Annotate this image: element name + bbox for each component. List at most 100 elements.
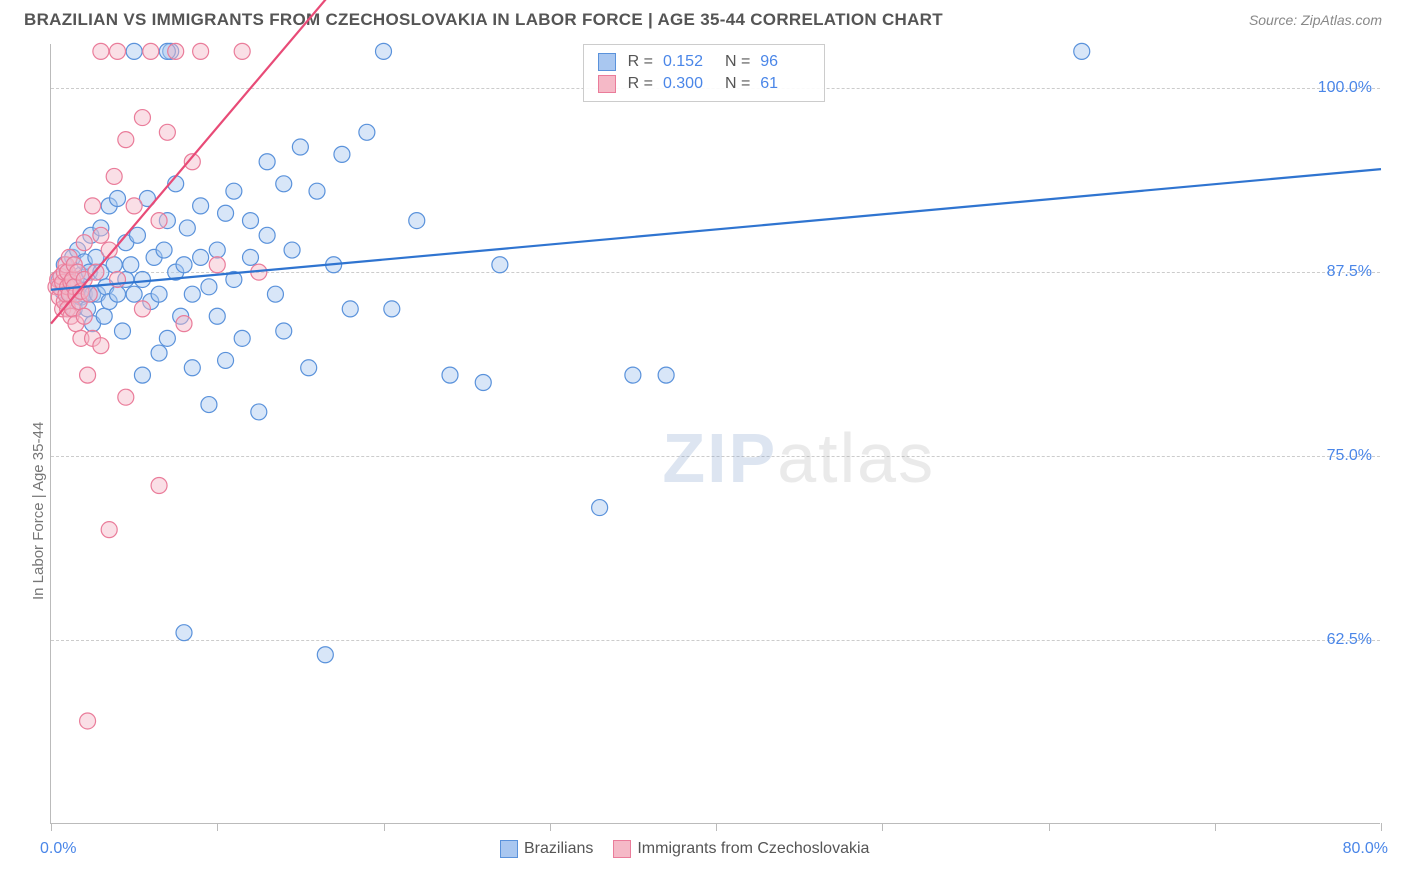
data-point bbox=[243, 249, 259, 265]
data-point bbox=[209, 242, 225, 258]
data-point bbox=[201, 279, 217, 295]
data-point bbox=[85, 198, 101, 214]
data-point bbox=[93, 338, 109, 354]
data-point bbox=[376, 43, 392, 59]
data-point bbox=[234, 330, 250, 346]
data-point bbox=[176, 257, 192, 273]
data-point bbox=[342, 301, 358, 317]
legend-top-row: R =0.152N =96 bbox=[598, 51, 811, 73]
legend-r-key: R = bbox=[628, 75, 653, 93]
data-point bbox=[276, 176, 292, 192]
x-tick bbox=[882, 823, 883, 831]
data-point bbox=[243, 213, 259, 229]
y-tick-label: 62.5% bbox=[1327, 631, 1372, 649]
legend-correlation: R =0.152N =96R =0.300N =61 bbox=[583, 44, 826, 102]
data-point bbox=[218, 205, 234, 221]
data-point bbox=[176, 316, 192, 332]
data-point bbox=[93, 43, 109, 59]
x-tick bbox=[1215, 823, 1216, 831]
data-point bbox=[134, 301, 150, 317]
x-tick bbox=[1381, 823, 1382, 831]
data-point bbox=[301, 360, 317, 376]
data-point bbox=[209, 257, 225, 273]
data-point bbox=[259, 154, 275, 170]
data-point bbox=[442, 367, 458, 383]
legend-series: Brazilians Immigrants from Czechoslovakia bbox=[500, 840, 869, 858]
legend-n-key: N = bbox=[725, 75, 750, 93]
data-point bbox=[134, 271, 150, 287]
data-point bbox=[106, 168, 122, 184]
data-point bbox=[106, 257, 122, 273]
legend-swatch bbox=[598, 53, 616, 71]
legend-n-key: N = bbox=[725, 53, 750, 71]
data-point bbox=[658, 367, 674, 383]
data-point bbox=[114, 323, 130, 339]
data-point bbox=[156, 242, 172, 258]
x-tick bbox=[1049, 823, 1050, 831]
legend-series-item: Immigrants from Czechoslovakia bbox=[613, 840, 869, 858]
data-point bbox=[234, 43, 250, 59]
data-point bbox=[193, 43, 209, 59]
y-tick-label: 100.0% bbox=[1318, 79, 1372, 97]
data-point bbox=[184, 360, 200, 376]
data-point bbox=[267, 286, 283, 302]
data-point bbox=[193, 249, 209, 265]
data-point bbox=[151, 286, 167, 302]
data-point bbox=[80, 367, 96, 383]
source-label: Source: bbox=[1249, 12, 1297, 28]
data-point bbox=[284, 242, 300, 258]
data-point bbox=[93, 227, 109, 243]
legend-series-label: Brazilians bbox=[524, 840, 593, 858]
title-bar: BRAZILIAN VS IMMIGRANTS FROM CZECHOSLOVA… bbox=[0, 0, 1406, 36]
data-point bbox=[384, 301, 400, 317]
data-point bbox=[159, 124, 175, 140]
data-point bbox=[625, 367, 641, 383]
data-point bbox=[123, 257, 139, 273]
data-point bbox=[475, 374, 491, 390]
data-point bbox=[409, 213, 425, 229]
data-point bbox=[193, 198, 209, 214]
data-point bbox=[276, 323, 292, 339]
legend-swatch bbox=[598, 75, 616, 93]
legend-top-row: R = 0.300 N = 61 bbox=[598, 73, 811, 95]
data-point bbox=[96, 308, 112, 324]
data-point bbox=[292, 139, 308, 155]
data-point bbox=[251, 404, 267, 420]
data-point bbox=[259, 227, 275, 243]
data-point bbox=[134, 110, 150, 126]
data-point bbox=[201, 397, 217, 413]
x-tick bbox=[550, 823, 551, 831]
data-point bbox=[209, 308, 225, 324]
data-point bbox=[334, 146, 350, 162]
chart-title: BRAZILIAN VS IMMIGRANTS FROM CZECHOSLOVA… bbox=[24, 10, 943, 30]
x-tick bbox=[384, 823, 385, 831]
legend-r-val: 0.300 bbox=[663, 75, 713, 93]
data-point bbox=[359, 124, 375, 140]
data-point bbox=[179, 220, 195, 236]
data-point bbox=[80, 713, 96, 729]
regression-line bbox=[51, 169, 1381, 290]
source-credit: Source: ZipAtlas.com bbox=[1249, 12, 1382, 28]
chart-area: ZIPatlas R =0.152N =96R =0.300N =61 62.5… bbox=[50, 44, 1380, 824]
data-point bbox=[159, 330, 175, 346]
legend-n-val: 61 bbox=[760, 75, 810, 93]
data-point bbox=[151, 478, 167, 494]
legend-n-val: 96 bbox=[760, 53, 810, 71]
data-point bbox=[492, 257, 508, 273]
y-axis-label: In Labor Force | Age 35-44 bbox=[30, 422, 47, 600]
data-point bbox=[110, 286, 126, 302]
data-point bbox=[101, 522, 117, 538]
data-point bbox=[76, 308, 92, 324]
x-tick bbox=[51, 823, 52, 831]
data-point bbox=[151, 345, 167, 361]
data-point bbox=[81, 286, 97, 302]
data-point bbox=[118, 132, 134, 148]
data-point bbox=[168, 43, 184, 59]
source-value: ZipAtlas.com bbox=[1301, 12, 1382, 28]
data-point bbox=[1074, 43, 1090, 59]
y-tick-label: 75.0% bbox=[1327, 447, 1372, 465]
data-point bbox=[317, 647, 333, 663]
scatter-plot bbox=[51, 44, 1380, 823]
data-point bbox=[76, 235, 92, 251]
data-point bbox=[110, 191, 126, 207]
